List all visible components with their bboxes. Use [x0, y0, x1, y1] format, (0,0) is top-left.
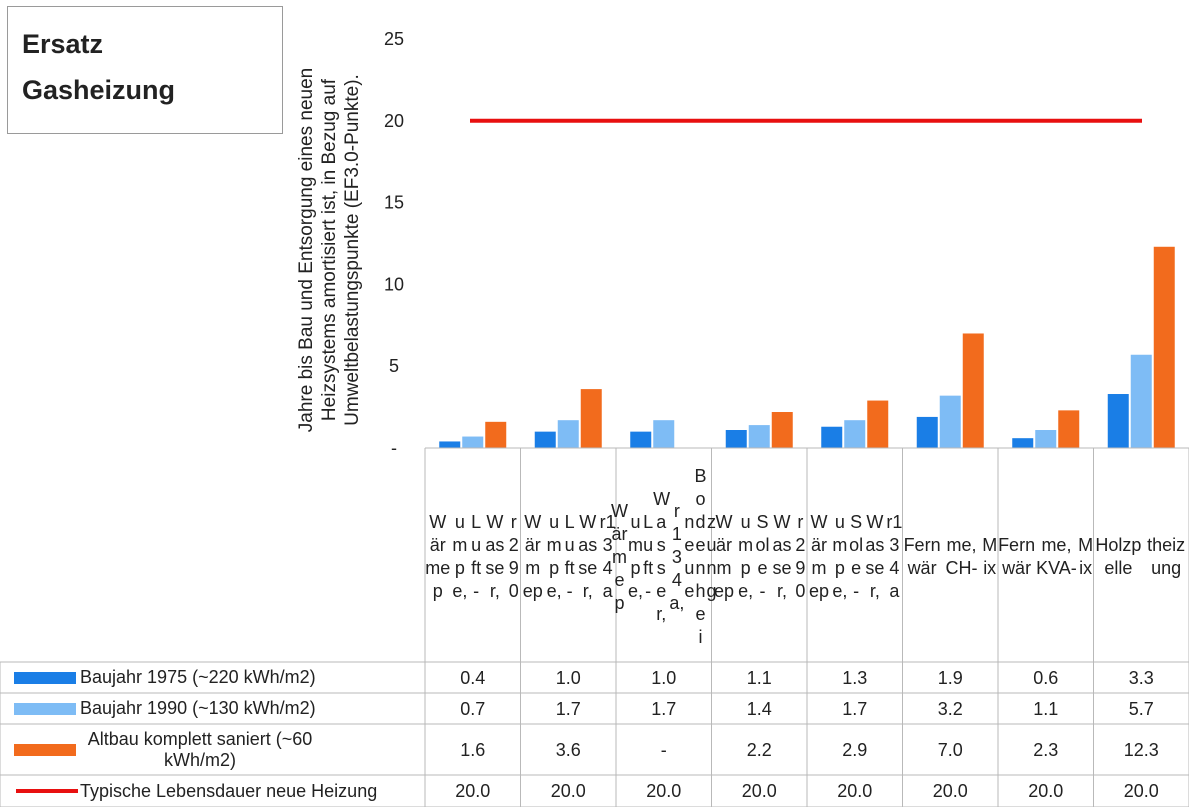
data-label: 20.0 [646, 781, 682, 801]
data-label: 2.3 [1033, 739, 1059, 760]
legend-swatch [16, 789, 78, 793]
legend-swatch [14, 743, 76, 756]
category-label: Wärmep umpe, Sole- Wasser, r290 [713, 512, 806, 601]
category-label: Wärmep umpe, Luft- Wasser, r290 [425, 512, 519, 601]
bar [653, 420, 675, 448]
data-label: 1.4 [746, 698, 772, 719]
category-label: Fernwär me, KVA- Mix [998, 535, 1094, 578]
data-label: 3.2 [937, 698, 963, 719]
category-label: Wärmep umpe, Luft- Wasser, r134a, neue Bodenhe… [611, 466, 717, 647]
category-label: Wärmep umpe, Luft- Wasser, r134a [522, 512, 616, 601]
data-label: 12.3 [1123, 739, 1159, 760]
y-tick-label: 20 [384, 111, 404, 131]
bar [1107, 394, 1129, 448]
y-tick-label: 10 [384, 274, 404, 294]
bar [748, 425, 770, 448]
legend-label: Altbau komplett saniert (~60 kWh/m2) [87, 728, 313, 770]
data-label: 1.7 [651, 698, 677, 719]
bar [462, 436, 484, 448]
chart-title-line2: Gasheizung [22, 75, 176, 105]
chart-title: Ersatz Gasheizung [22, 21, 175, 113]
bar [916, 416, 938, 448]
data-label: 20.0 [550, 781, 586, 801]
category-label: Fernwär me, CH- Mix [903, 535, 998, 578]
y-tick-label: - [391, 438, 397, 458]
bar [1058, 410, 1080, 448]
legend-swatch [14, 702, 76, 715]
legend-label: Baujahr 1975 (~220 kWh/m2) [80, 667, 316, 687]
bar [1035, 430, 1057, 448]
data-label: 20.0 [455, 781, 491, 801]
y-tick-label: 15 [384, 193, 404, 213]
data-label: 2.2 [746, 739, 772, 760]
bar [725, 430, 747, 448]
bar [962, 333, 984, 448]
data-label: 20.0 [837, 781, 873, 801]
bar [1130, 354, 1152, 448]
bar [844, 420, 866, 448]
data-label: 1.1 [746, 667, 772, 688]
data-label: 1.0 [555, 667, 581, 688]
data-label: 1.6 [460, 739, 486, 760]
bar [1012, 438, 1034, 448]
data-label: 3.3 [1128, 667, 1154, 688]
bar [557, 420, 579, 448]
chart-title-line1: Ersatz [22, 29, 104, 59]
data-label: - [660, 739, 667, 760]
bar [939, 395, 961, 448]
data-label: 20.0 [741, 781, 777, 801]
bar [534, 431, 556, 448]
legend-entry: Baujahr 1990 (~130 kWh/m2) [0, 693, 425, 724]
bar [821, 426, 843, 448]
legend-label: Typische Lebensdauer neue Heizung [80, 780, 378, 801]
legend-swatch [14, 671, 76, 684]
data-label: 1.3 [842, 667, 868, 688]
chart-title-box: Ersatz Gasheizung [7, 6, 283, 134]
data-label: 3.6 [555, 739, 581, 760]
y-tick-label: 25 [384, 29, 404, 49]
data-label: 1.7 [842, 698, 868, 719]
data-label: 20.0 [932, 781, 968, 801]
bar [771, 412, 793, 448]
legend-label: Baujahr 1990 (~130 kWh/m2) [80, 698, 316, 718]
bar [630, 431, 652, 448]
legend-entry: Typische Lebensdauer neue Heizung [0, 775, 425, 807]
data-label: 2.9 [842, 739, 868, 760]
legend-entry: Baujahr 1975 (~220 kWh/m2) [0, 662, 425, 693]
data-label: 0.6 [1033, 667, 1059, 688]
category-label: Holzpelle theizung [1095, 535, 1186, 578]
data-label: 1.9 [937, 667, 963, 688]
y-tick-label: 5 [389, 356, 399, 376]
data-label: 1.1 [1033, 698, 1059, 719]
bar [1153, 246, 1175, 448]
bar [867, 400, 889, 448]
bar [485, 421, 507, 448]
data-label: 20.0 [1123, 781, 1159, 801]
data-label: 20.0 [1028, 781, 1064, 801]
legend-entry: Altbau komplett saniert (~60 kWh/m2) [0, 724, 425, 775]
bar [580, 389, 602, 448]
bar [439, 441, 461, 448]
data-label: 0.4 [460, 667, 486, 688]
data-label: 1.7 [555, 698, 581, 719]
category-label: Wärmep umpe, Sole- Wasser, r134a [808, 512, 903, 601]
data-label: 7.0 [937, 739, 963, 760]
data-label: 5.7 [1128, 698, 1154, 719]
data-label: 0.7 [460, 698, 486, 719]
data-label: 1.0 [651, 667, 677, 688]
